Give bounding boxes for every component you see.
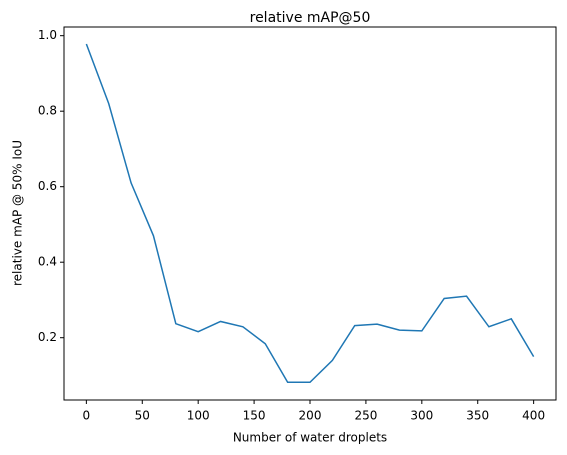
y-axis-label: relative mAP @ 50% IoU (11, 140, 25, 286)
y-tick-label: 1.0 (38, 28, 57, 42)
x-tick-label: 100 (187, 409, 210, 423)
x-tick-label: 350 (466, 409, 489, 423)
y-tick-label: 0.8 (38, 104, 57, 118)
x-axis-label: Number of water droplets (233, 431, 387, 445)
y-tick-label: 0.4 (38, 255, 57, 269)
x-tick-label: 400 (522, 409, 545, 423)
data-line (85, 43, 535, 384)
y-tick-label: 0.2 (38, 330, 57, 344)
chart-title: relative mAP@50 (250, 10, 371, 26)
y-tick-label: 0.6 (38, 179, 57, 193)
x-tick-label: 300 (410, 409, 433, 423)
x-tick-label: 50 (135, 409, 150, 423)
x-tick-label: 150 (243, 409, 266, 423)
plot-frame (63, 26, 557, 401)
x-tick-label: 200 (299, 409, 322, 423)
x-tick-label: 0 (83, 409, 91, 423)
x-tick-label: 250 (354, 409, 377, 423)
